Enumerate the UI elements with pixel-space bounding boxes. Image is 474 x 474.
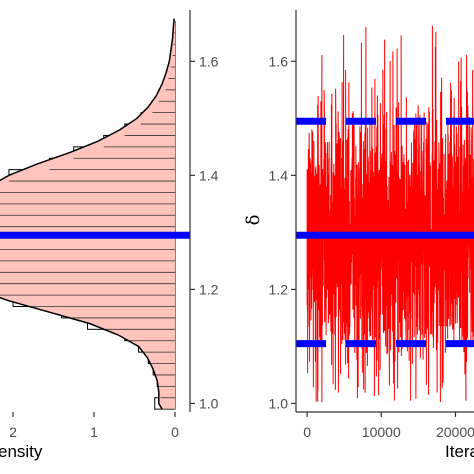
right-x-axis-title: Itera (445, 442, 474, 461)
left-y-ticks: 1.0 1.2 1.4 1.6 (190, 53, 219, 411)
y-tick-label: 1.0 (269, 395, 289, 411)
right-x-ticks: 0 10000 20000 (303, 412, 474, 440)
y-tick-label: 1.0 (199, 395, 219, 411)
density-area (0, 18, 175, 410)
trace-panel: 1.0 1.2 1.4 1.6 0 10000 20000 δ Itera (243, 10, 474, 461)
y-tick-label: 1.4 (269, 167, 289, 183)
y-tick-label: 1.6 (269, 53, 289, 69)
left-x-axis-title: ensity (0, 442, 43, 461)
y-tick-label: 1.2 (269, 281, 289, 297)
y-tick-label: 1.4 (199, 167, 219, 183)
x-tick-label: 0 (171, 424, 179, 440)
x-tick-label: 0 (303, 424, 311, 440)
y-tick-label: 1.6 (199, 53, 219, 69)
x-tick-label: 10000 (362, 424, 401, 440)
trace-line (306, 25, 474, 403)
x-tick-label: 1 (90, 424, 98, 440)
density-curve (0, 18, 175, 410)
left-x-ticks: 2 1 0 (9, 412, 179, 440)
right-y-axis-title: δ (243, 215, 264, 226)
density-panel: 1.0 1.2 1.4 1.6 2 1 0 ensity (0, 10, 219, 461)
y-tick-label: 1.2 (199, 281, 219, 297)
x-tick-label: 20000 (436, 424, 474, 440)
x-tick-label: 2 (9, 424, 17, 440)
right-reference-lines (296, 117, 474, 348)
right-y-ticks: 1.0 1.2 1.4 1.6 (269, 53, 296, 411)
